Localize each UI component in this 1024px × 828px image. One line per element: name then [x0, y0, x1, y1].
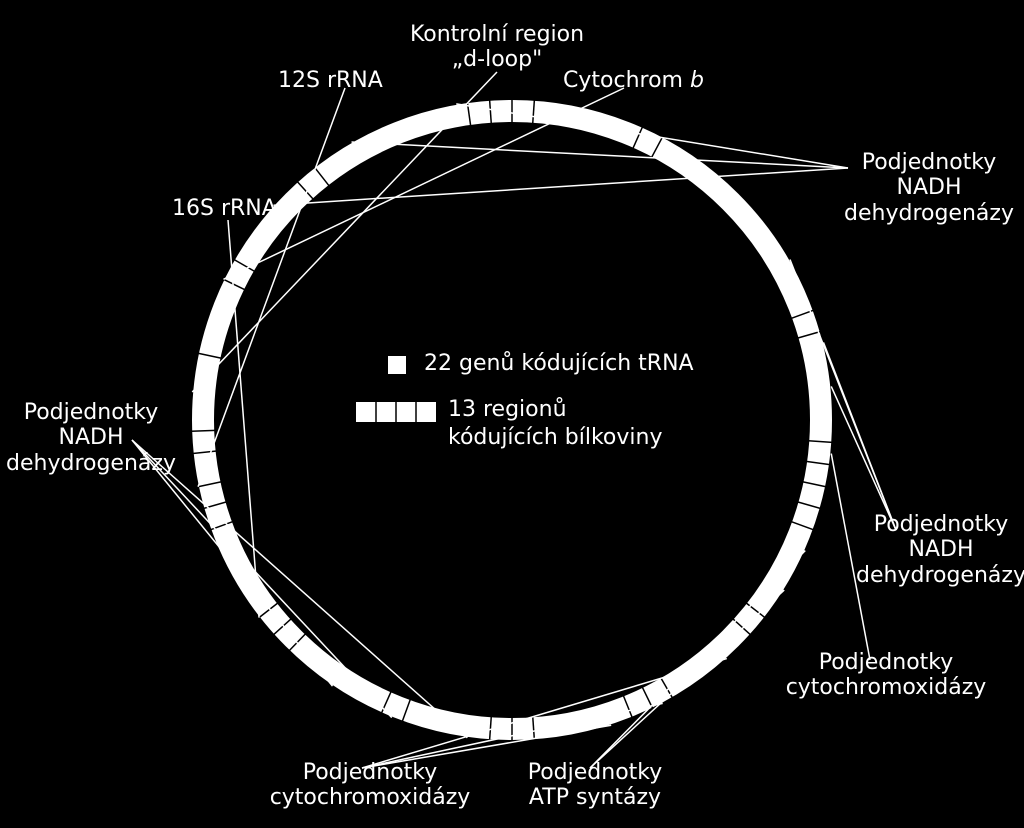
label-nadh-top-right: Podjednotky NADH dehydrogenázy [844, 150, 1014, 226]
label-cytox-left: Podjednotky cytochromoxidázy [260, 760, 480, 811]
label-cytochrom-b: Cytochrom b [563, 68, 704, 93]
label-cytb-suffix: b [690, 68, 704, 93]
label-cytb-prefix: Cytochrom [563, 68, 690, 93]
legend-text-proteins: 13 regionů kódujících bílkoviny [448, 396, 663, 451]
mtDNA-diagram: { "diagram": { "type": "circular-genome-… [0, 0, 1024, 828]
label-dloop: Kontrolní region „d-loop" [405, 22, 589, 73]
legend-text-trna: 22 genů kódujících tRNA [424, 350, 694, 378]
label-12s-rrna: 12S rRNA [278, 68, 383, 93]
label-nadh-bot-right: Podjednotky NADH dehydrogenázy [856, 512, 1024, 588]
label-16s-rrna: 16S rRNA [172, 196, 277, 221]
label-atp-syntazy: Podjednotky ATP syntázy [520, 760, 670, 811]
label-nadh-left: Podjednotky NADH dehydrogenázy [6, 400, 176, 476]
label-cytox-right: Podjednotky cytochromoxidázy [776, 650, 996, 701]
